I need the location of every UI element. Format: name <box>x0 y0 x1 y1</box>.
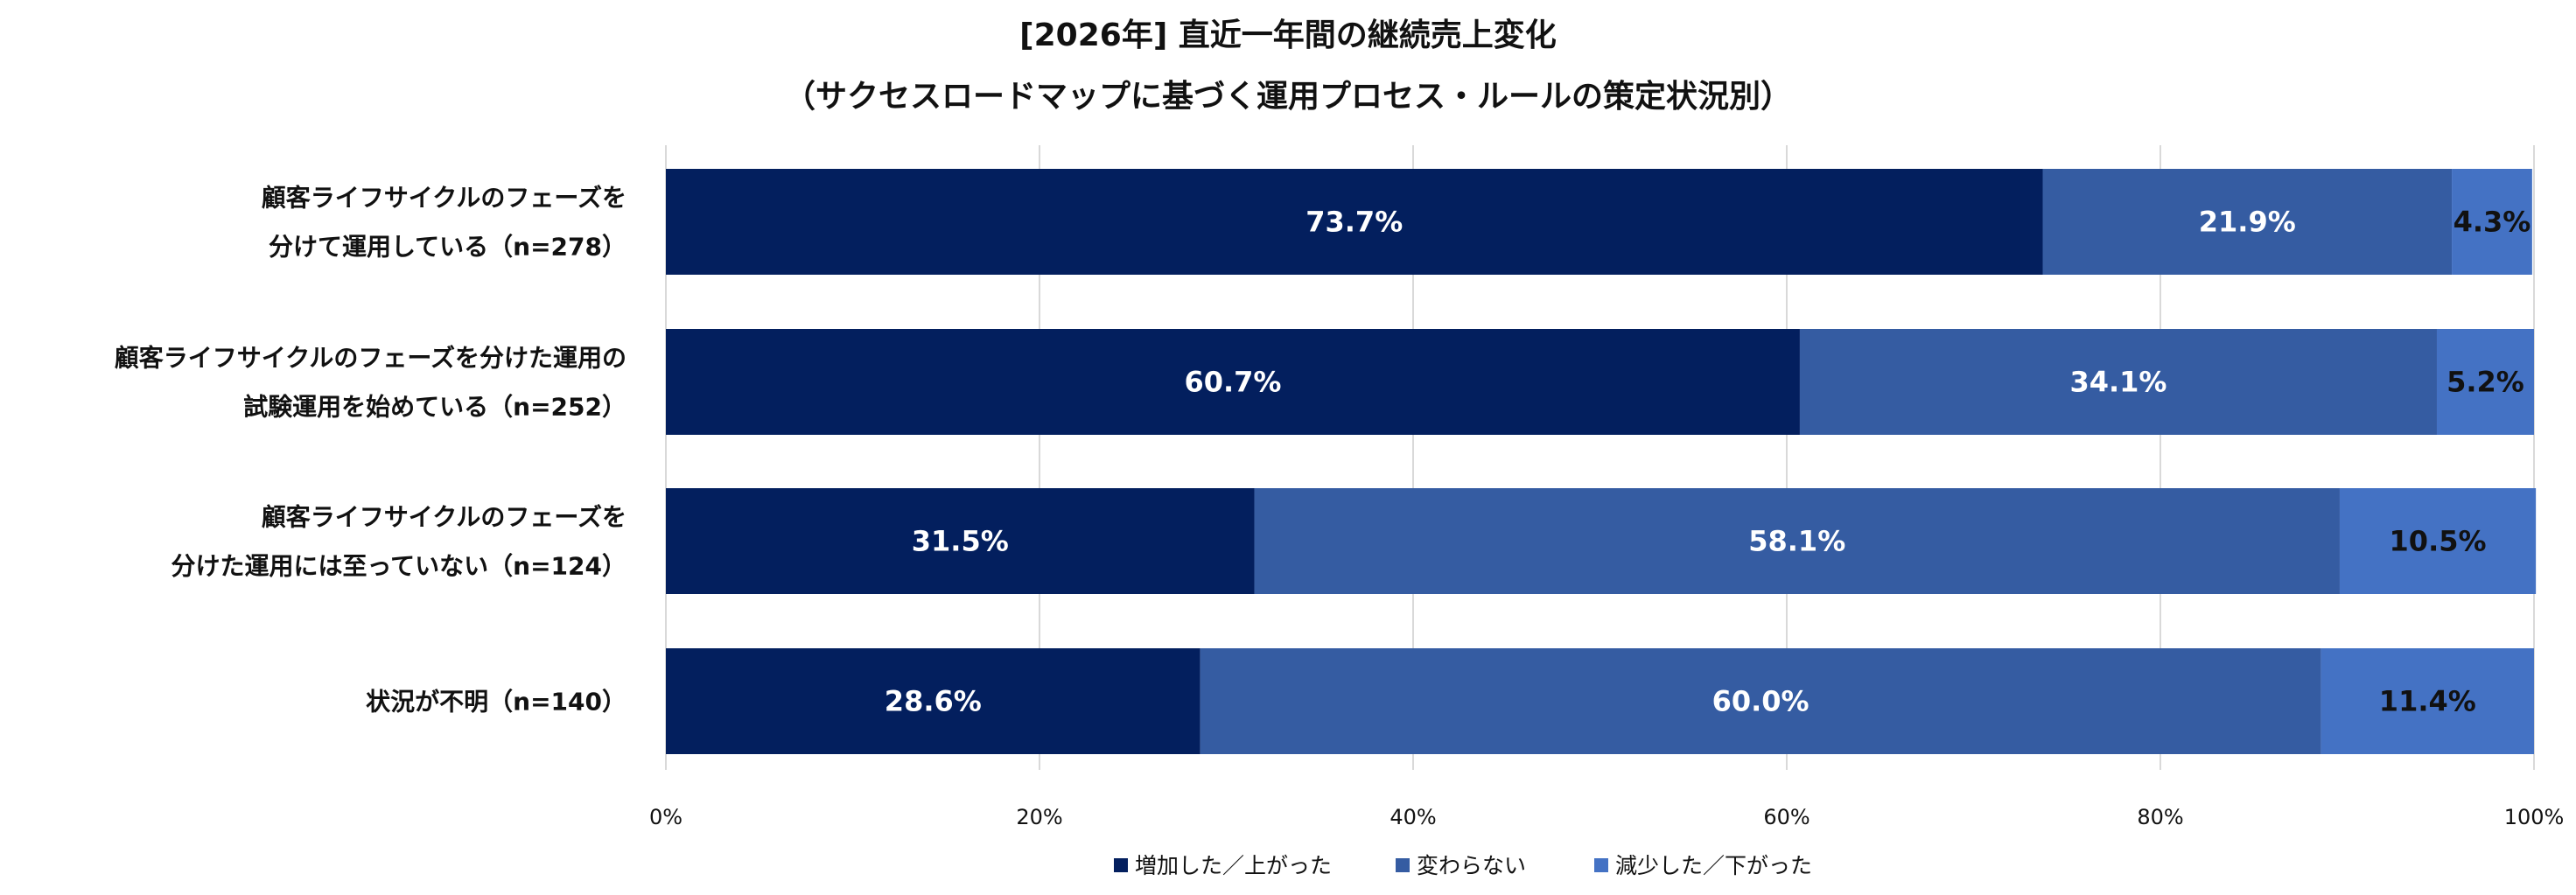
category-label: 分けて運用している（n=278） <box>269 233 626 262</box>
bar-segment <box>2320 648 2534 754</box>
x-tick-label: 40% <box>1390 805 1436 829</box>
bar-segment <box>666 329 1800 435</box>
chart-title: [2026年] 直近一年間の継続売上変化 <box>1019 17 1557 53</box>
category-label: 顧客ライフサイクルのフェーズを <box>262 503 626 532</box>
bar-segment <box>1799 329 2437 435</box>
data-label: 28.6% <box>885 685 982 718</box>
bar-segment <box>2436 329 2534 435</box>
category-label: 状況が不明（n=140） <box>366 688 626 717</box>
bar-segment <box>1254 488 2340 594</box>
data-label: 73.7% <box>1306 206 1403 239</box>
legend-swatch <box>1396 858 1410 872</box>
legend-label: 変わらない <box>1417 853 1526 878</box>
bar-segment <box>666 169 2043 275</box>
bar-segment <box>1200 648 2321 754</box>
data-label: 11.4% <box>2379 685 2476 718</box>
category-labels: 顧客ライフサイクルのフェーズを分けて運用している（n=278）顧客ライフサイクル… <box>115 184 626 717</box>
bar-segment <box>2339 488 2537 594</box>
x-axis-ticks: 0% 20% 40% 60% 80% 100% <box>649 805 2564 829</box>
data-label: 34.1% <box>2069 366 2166 399</box>
data-label: 4.3% <box>2454 206 2531 239</box>
x-tick-label: 100% <box>2504 805 2565 829</box>
legend: 増加した／上がった 変わらない 減少した／下がった <box>1114 853 1812 878</box>
data-label: 60.7% <box>1184 366 1281 399</box>
bar-segment <box>2042 169 2453 275</box>
legend-label: 増加した／上がった <box>1135 853 1332 878</box>
data-label: 10.5% <box>2390 525 2487 558</box>
x-tick-label: 0% <box>649 805 682 829</box>
x-tick-label: 60% <box>1763 805 1810 829</box>
category-label: 顧客ライフサイクルのフェーズを <box>262 184 626 213</box>
legend-swatch <box>1594 858 1608 872</box>
x-tick-label: 80% <box>2137 805 2183 829</box>
x-tick-label: 20% <box>1016 805 1062 829</box>
data-label: 60.0% <box>1712 685 1810 718</box>
bar-segment <box>2452 169 2532 275</box>
data-label: 21.9% <box>2199 206 2296 239</box>
data-label: 5.2% <box>2446 366 2524 399</box>
data-label: 31.5% <box>912 525 1009 558</box>
bar-segment <box>666 648 1200 754</box>
bars: 73.7% 21.9% 4.3% 60.7% 34.1% 5.2% 31.5% 58.1% 10… <box>666 169 2537 754</box>
data-label: 58.1% <box>1748 525 1845 558</box>
category-label: 分けた運用には至っていない（n=124） <box>172 552 626 581</box>
category-label: 試験運用を始めている（n=252） <box>243 393 626 422</box>
bar-segment <box>666 488 1255 594</box>
category-label: 顧客ライフサイクルのフェーズを分けた運用の <box>115 344 626 373</box>
legend-label: 減少した／下がった <box>1615 853 1812 878</box>
legend-swatch <box>1114 858 1128 872</box>
chart-subtitle: （サクセスロードマップに基づく運用プロセス・ルールの策定状況別） <box>784 79 1792 115</box>
